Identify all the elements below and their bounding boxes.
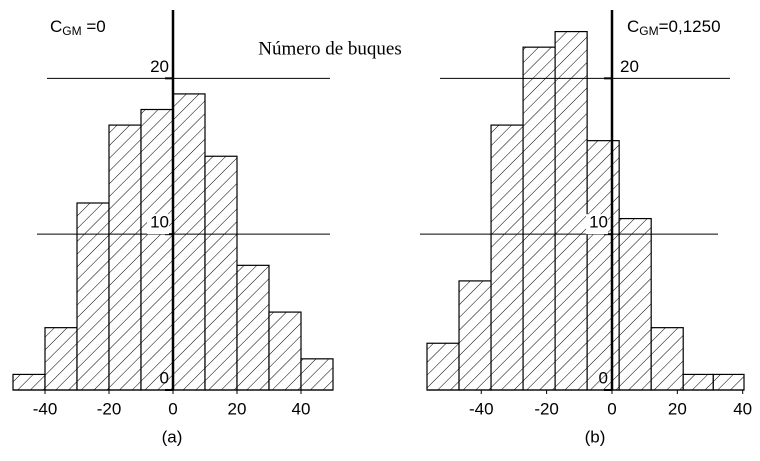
y-tick-label: 20 [620,57,639,76]
y-tick-label: 10 [150,213,169,232]
label-subscript: GM [639,24,658,38]
x-tick-label: -20 [97,399,122,418]
histogram-bar [172,93,206,391]
histogram-bar [140,108,174,391]
series-label: CGM =0 [50,17,106,38]
x-tick-label: 0 [607,399,616,418]
x-tick-label: 20 [668,399,687,418]
label-rest: =0,1250 [659,17,721,36]
histogram-bar [650,327,684,391]
y-tick-label: 0 [599,368,608,387]
label-rest: =0 [82,17,106,36]
caption: (b) [585,427,606,446]
histogram-bar [300,358,334,391]
histogram-bar [618,217,652,391]
histogram-bar [586,140,620,391]
histogram-bar [44,327,78,391]
histogram-bar [12,373,46,391]
tick-label-bg [147,214,169,235]
y-tick-label: 0 [160,368,169,387]
label-subscript: GM [62,24,81,38]
histogram-bar [522,46,556,391]
histogram-bar [268,311,302,391]
y-tick-label: 10 [589,213,608,232]
caption: (a) [162,427,183,446]
histogram-bar [554,30,588,391]
histogram-bar [712,373,745,391]
x-tick-label: 20 [228,399,247,418]
x-tick-label: 40 [733,399,752,418]
y-axis-label: Número de buques [258,38,402,59]
x-tick-label: 40 [292,399,311,418]
histogram-bar [426,342,460,391]
histogram-bar [108,124,142,391]
histogram-bar [490,124,524,391]
x-tick-label: -40 [469,399,494,418]
histogram-bar [236,264,270,391]
x-tick-label: -20 [534,399,559,418]
series-label: CGM=0,1250 [627,17,721,38]
x-tick-label: -40 [33,399,58,418]
label-symbol: C [50,17,62,36]
tick-label-bg [586,214,608,235]
histogram-bar [458,280,492,391]
y-tick-label: 20 [150,57,169,76]
label-symbol: C [627,17,639,36]
x-tick-label: 0 [168,399,177,418]
histogram-bar [204,155,238,391]
histogram-bar [76,202,110,391]
histogram-bar [682,373,714,391]
